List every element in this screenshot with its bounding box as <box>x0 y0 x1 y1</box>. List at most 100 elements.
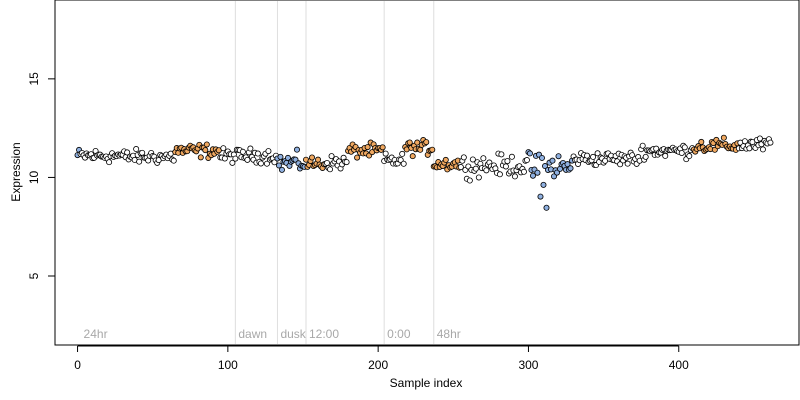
data-point <box>254 150 261 157</box>
x-axis: 0 100 200 300 400 <box>74 345 689 372</box>
data-point <box>475 174 482 181</box>
data-point <box>203 141 210 148</box>
data-point <box>590 153 597 160</box>
data-point <box>686 153 693 160</box>
data-point <box>543 204 550 211</box>
y-tick-label: 5 <box>27 272 41 279</box>
data-point <box>460 154 467 161</box>
data-point <box>584 152 591 159</box>
x-tick-label: 100 <box>218 358 238 372</box>
data-point <box>379 144 386 151</box>
y-tick-label: 10 <box>27 170 41 184</box>
data-point <box>555 153 562 160</box>
data-point <box>429 146 436 153</box>
data-point <box>309 154 316 161</box>
phase-marker-lines <box>234 1 435 344</box>
data-point <box>328 153 335 160</box>
data-point <box>457 164 464 171</box>
data-point <box>399 150 406 157</box>
data-point <box>698 138 705 145</box>
data-point <box>564 161 571 168</box>
data-point <box>534 169 541 176</box>
data-point <box>511 173 518 180</box>
phase-label: 24hr <box>84 327 108 341</box>
phase-label: 48hr <box>437 327 461 341</box>
data-point <box>232 155 239 162</box>
data-point <box>354 154 361 161</box>
data-point <box>480 155 487 162</box>
data-point <box>526 150 533 157</box>
data-point <box>315 156 322 163</box>
x-tick-label: 300 <box>518 358 538 372</box>
data-point <box>662 152 669 159</box>
phase-labels: 24hr dawn dusk 12:00 0:00 48hr <box>84 327 461 341</box>
data-point <box>364 144 371 151</box>
data-point <box>442 156 449 163</box>
data-point <box>504 158 511 165</box>
data-point <box>244 156 251 163</box>
data-point <box>284 154 291 161</box>
data-points <box>74 134 774 211</box>
data-point <box>496 171 503 178</box>
data-point <box>239 148 246 155</box>
data-point <box>483 167 490 174</box>
plot-frame <box>54 0 800 346</box>
data-point <box>537 193 544 200</box>
data-point <box>767 139 774 146</box>
data-point <box>221 155 228 162</box>
data-point <box>197 154 204 161</box>
y-axis: 5 10 15 <box>27 72 56 279</box>
data-point <box>678 149 685 156</box>
data-point <box>508 153 515 160</box>
data-point <box>324 159 331 166</box>
data-point <box>523 157 530 164</box>
data-point <box>247 145 254 152</box>
x-tick-label: 400 <box>669 358 689 372</box>
data-point <box>549 157 556 164</box>
data-point <box>617 161 624 168</box>
data-point <box>594 150 601 157</box>
data-point <box>567 165 574 172</box>
data-point <box>265 148 272 155</box>
data-point <box>106 159 113 166</box>
data-point <box>642 153 649 160</box>
data-point <box>277 153 284 160</box>
data-point <box>263 160 270 167</box>
data-point <box>472 165 479 172</box>
data-point <box>681 144 688 151</box>
phase-label: 12:00 <box>309 327 339 341</box>
data-point <box>220 145 227 152</box>
data-point <box>124 149 131 156</box>
data-point <box>417 146 424 153</box>
data-point <box>469 156 476 163</box>
data-point <box>541 163 548 170</box>
data-point <box>540 181 547 188</box>
data-point <box>502 163 509 170</box>
x-tick-label: 0 <box>74 358 81 372</box>
data-point <box>529 172 536 179</box>
y-axis-title: Expression <box>9 142 23 201</box>
data-point <box>653 145 660 152</box>
data-point <box>257 160 264 167</box>
data-point <box>520 168 527 175</box>
data-point <box>466 177 473 184</box>
data-point <box>202 147 209 154</box>
data-point <box>538 154 545 161</box>
data-point <box>414 139 421 146</box>
data-point <box>343 159 350 166</box>
data-point <box>409 153 416 160</box>
data-point <box>639 142 646 149</box>
data-point <box>759 146 766 153</box>
data-point <box>170 157 177 164</box>
data-point <box>741 138 748 145</box>
data-point <box>498 151 505 158</box>
data-point <box>136 158 143 165</box>
data-point <box>278 166 285 173</box>
data-point <box>275 162 282 169</box>
phase-label: 0:00 <box>387 327 411 341</box>
phase-label: dawn <box>238 327 267 341</box>
data-point <box>423 139 430 146</box>
data-point <box>756 135 763 142</box>
data-point <box>271 159 278 166</box>
